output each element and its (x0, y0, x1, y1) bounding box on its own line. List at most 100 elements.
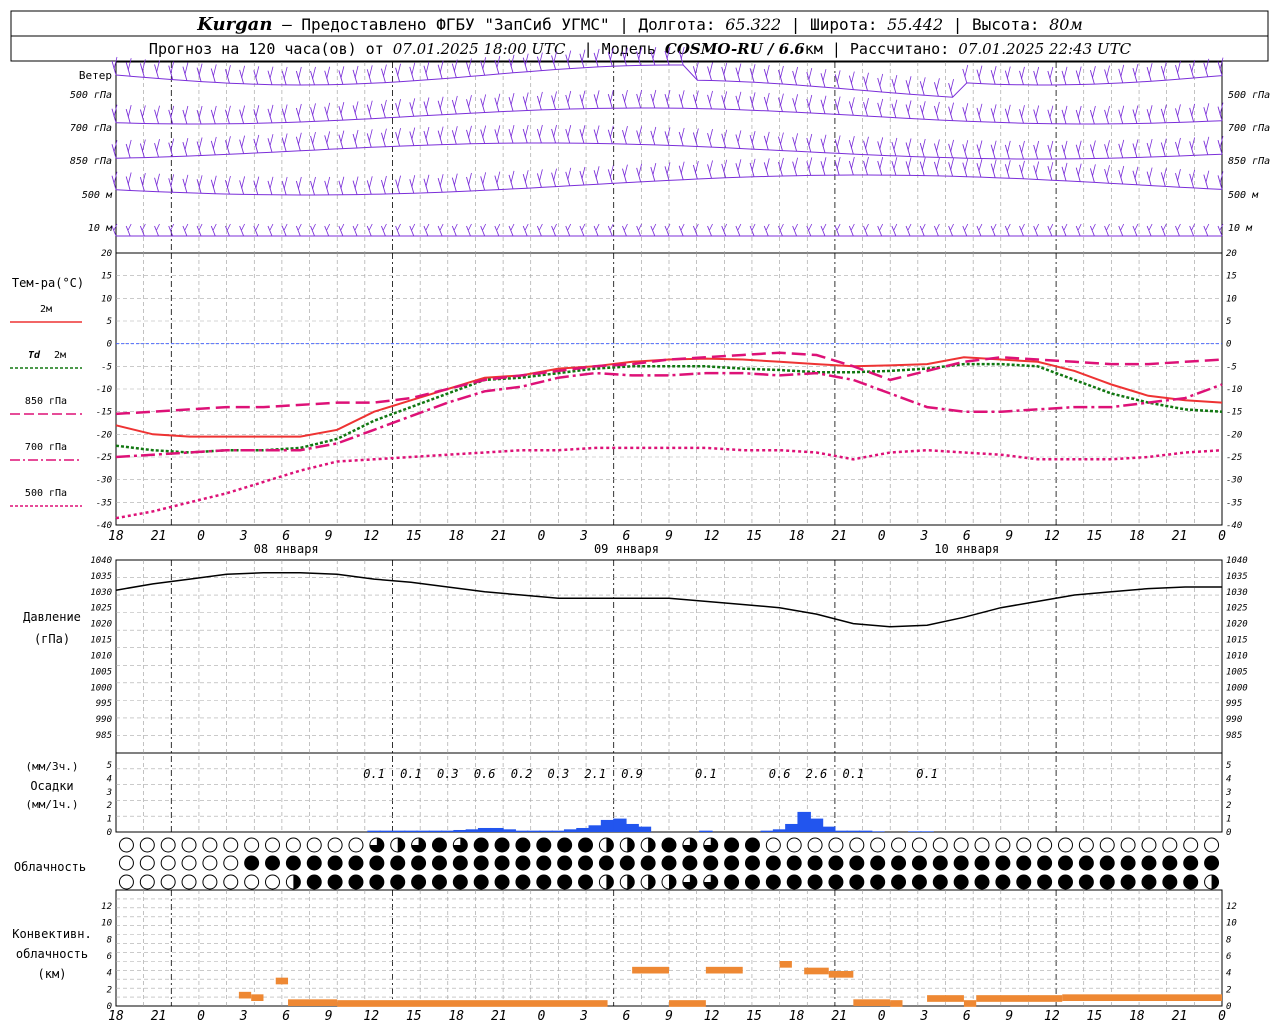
wind-barb-flag (1035, 66, 1040, 80)
wind-barb-flag (1063, 162, 1068, 175)
precip-bar (428, 830, 443, 832)
cloud-fill (1079, 875, 1094, 889)
cloud-fill (1141, 856, 1156, 870)
wind-barb-flag (666, 127, 671, 140)
cloud-symbol (265, 837, 281, 853)
precip-bar (391, 830, 406, 832)
wind-barb-flag (283, 176, 288, 190)
cloud-fill (578, 875, 593, 889)
wind-barb-flag (283, 223, 288, 231)
hour-tick-label: 21 (831, 1009, 847, 1024)
wind-barb (551, 225, 556, 237)
cloud-symbol (139, 874, 155, 890)
cloud-symbol (1120, 837, 1136, 853)
wind-barb (622, 225, 627, 237)
cloud-fill (411, 875, 426, 889)
wind-barb-flag (368, 65, 373, 78)
cloud-fill (293, 875, 301, 889)
wind-level-line (115, 174, 1223, 196)
pressure-tick-label: 1005 (1226, 667, 1248, 677)
wind-barb-flag (723, 62, 728, 76)
cloud-fill (891, 875, 906, 889)
precip-title: Осадки (30, 779, 73, 793)
wind-barb-flag (936, 139, 940, 152)
wind-barb-flag (453, 173, 458, 186)
conv-tick-label: 4 (1226, 969, 1231, 979)
wind-barb-flag (1021, 140, 1025, 154)
wind-level-label: 10 м (88, 223, 113, 234)
cloud-fill (648, 838, 656, 852)
precip-bar (490, 827, 504, 832)
conv-bar (1062, 994, 1222, 1001)
wind-barb-flag (524, 223, 529, 231)
conv-tick-label: 6 (1226, 952, 1231, 962)
wind-barb-flag (1091, 66, 1096, 79)
wind-barb-flag (680, 46, 685, 60)
wind-barb-flag (723, 223, 728, 231)
hour-tick-label: 21 (491, 529, 507, 544)
wind-barb (834, 225, 840, 237)
temp-tick-label: 10 (1226, 294, 1237, 304)
wind-barb-flag (808, 223, 813, 231)
hour-tick-label: 6 (623, 529, 631, 544)
wind-title: Ветер (79, 69, 112, 82)
cloud-symbol (244, 874, 260, 890)
wind-barb-flag (482, 57, 487, 70)
wind-barb-flag (992, 104, 997, 117)
precip-bar (416, 830, 430, 832)
conv-tick-label: 12 (101, 902, 112, 912)
conv-tick-label: 10 (101, 919, 112, 929)
wind-barb-flag (794, 66, 799, 80)
wind-barb-flag (127, 139, 132, 153)
cloud-fill (641, 856, 656, 870)
temp-tick-label: -30 (1226, 476, 1242, 486)
cloud-symbol (1078, 837, 1094, 853)
wind-barb-flag (765, 131, 770, 144)
wind-barb-flag (1148, 105, 1153, 118)
cloud-fill (682, 838, 697, 853)
temp-tick-label: -25 (96, 453, 112, 463)
wind-barb-flag (624, 89, 628, 103)
calc-time: 07.01.2025 22:43 UTC (958, 40, 1131, 58)
wind-barb-flag (964, 103, 969, 116)
wind-barb-flag (1205, 103, 1210, 116)
cloud-fill (745, 875, 760, 889)
precip-bar (797, 811, 811, 832)
wind-barb-flag (1177, 223, 1181, 231)
alt-label: | Высота: (943, 15, 1049, 34)
wind-barb-flag (127, 105, 132, 118)
wind-barb-flag (879, 223, 884, 231)
wind-barb-flag (624, 223, 628, 231)
hour-tick-label: 9 (1005, 529, 1013, 544)
wind-barb-flag (1091, 164, 1096, 177)
lon-value: 65.322 (725, 15, 781, 34)
cloud-symbol (285, 837, 301, 853)
wind-barb (778, 225, 783, 237)
pressure-tick-label: 995 (1226, 699, 1242, 709)
cloud-fill (1100, 856, 1115, 870)
wind-barb-flag (680, 127, 685, 141)
pressure-tick-label: 1040 (1226, 556, 1248, 566)
hour-tick-label: 18 (108, 529, 124, 544)
wind-barb-flag (1191, 137, 1196, 150)
wind-barb-flag (198, 63, 203, 76)
wind-barb-flag (581, 125, 586, 138)
cloud-fill (432, 875, 447, 889)
pressure-tick-label: 1015 (90, 636, 112, 646)
temp-tick-label: 5 (1226, 317, 1231, 327)
wind-barb (168, 225, 174, 237)
pressure-tick-label: 1010 (90, 651, 112, 661)
cloud-fill (1079, 856, 1094, 870)
cloud-fill (515, 875, 530, 889)
wind-barb-flag (425, 61, 430, 74)
cloud-fill (348, 856, 363, 870)
hour-tick-label: 18 (1129, 529, 1145, 544)
pressure-tick-label: 985 (1226, 731, 1242, 741)
cloud-fill (557, 875, 572, 889)
wind-barb-flag (553, 124, 557, 138)
cloud-fill (724, 875, 739, 889)
cloud-symbol (1204, 837, 1220, 853)
wind-level-label: 500 гПа (70, 90, 112, 101)
wind-barb-flag (312, 66, 316, 80)
wind-barb-flag (964, 223, 969, 231)
